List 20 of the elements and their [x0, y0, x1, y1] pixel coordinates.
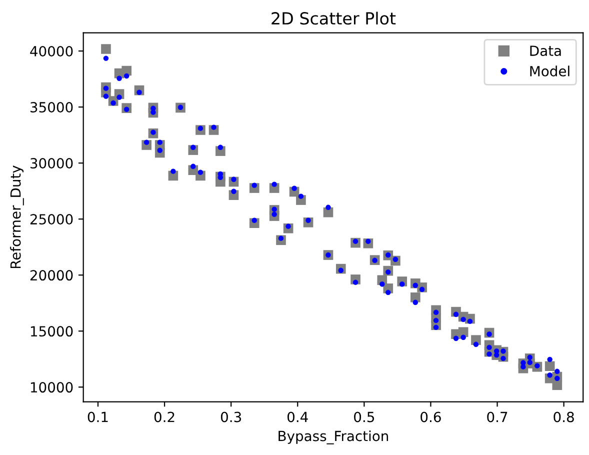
y-tick-label: 10000 [30, 382, 73, 393]
chart-title: 2D Scatter Plot [272, 12, 396, 25]
x-tick-label: 0.8 [554, 412, 574, 422]
x-tick-label: 0.1 [88, 412, 108, 422]
y-tick-label: 20000 [30, 270, 73, 281]
x-tick-label: 0.2 [154, 412, 174, 422]
x-axis-title: Bypass_Fraction [278, 430, 388, 444]
y-axis-title: Reformer_Duty [10, 166, 24, 268]
y-tick-label: 30000 [30, 158, 73, 169]
y-tick-label: 35000 [30, 102, 73, 113]
x-tick-label: 0.5 [354, 412, 374, 422]
x-tick-label: 0.3 [220, 412, 242, 422]
x-tick-label: 0.6 [420, 412, 441, 422]
y-tick-label: 15000 [30, 326, 73, 337]
legend-label: Data [530, 46, 561, 56]
x-tick-label: 0.4 [287, 412, 308, 422]
y-tick-label: 25000 [30, 214, 73, 225]
y-tick-label: 40000 [30, 46, 73, 56]
x-tick-label: 0.7 [487, 412, 508, 422]
legend-label: Model [530, 66, 570, 76]
